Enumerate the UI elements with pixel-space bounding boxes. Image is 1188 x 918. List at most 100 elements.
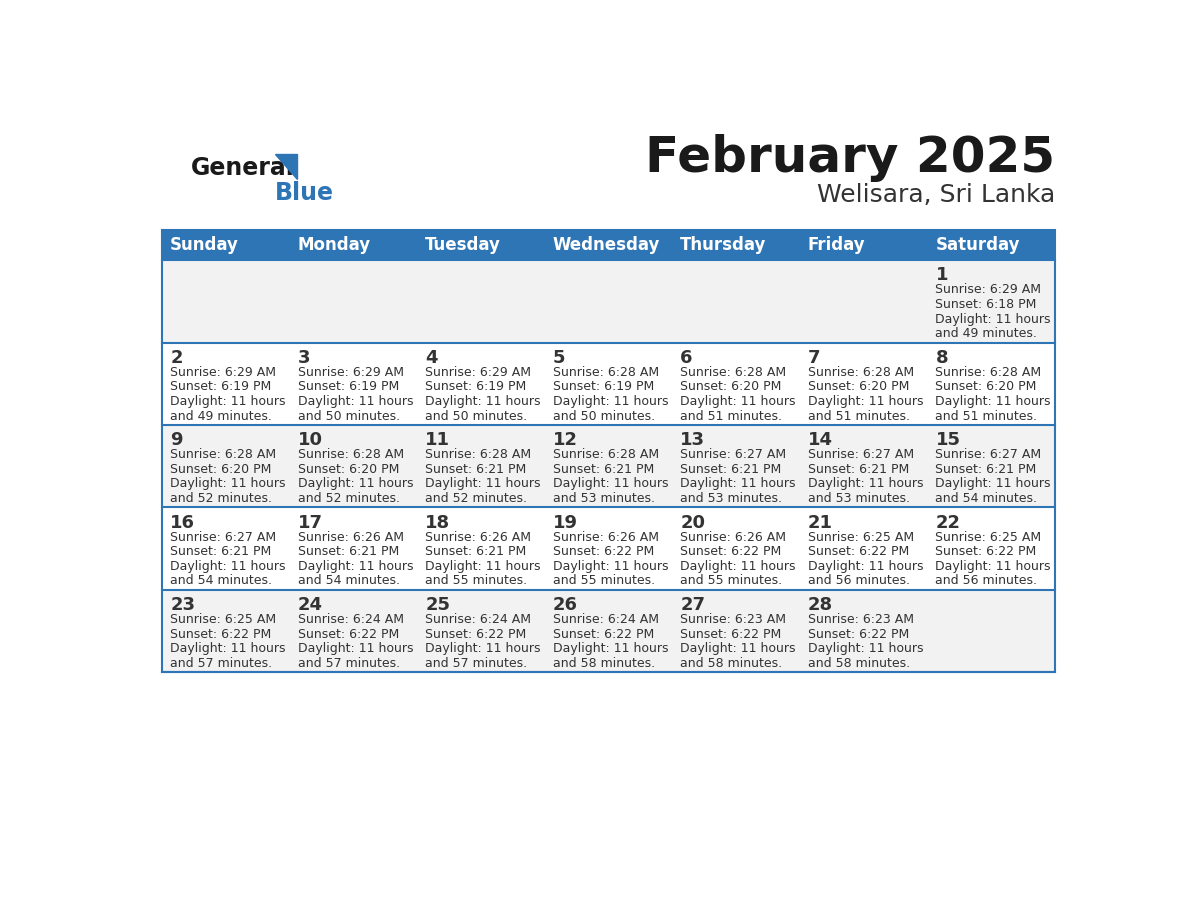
Text: and 58 minutes.: and 58 minutes. xyxy=(681,657,783,670)
Text: Sunset: 6:20 PM: Sunset: 6:20 PM xyxy=(681,380,782,394)
Text: Sunset: 6:22 PM: Sunset: 6:22 PM xyxy=(935,545,1037,558)
Text: and 55 minutes.: and 55 minutes. xyxy=(681,575,783,588)
Text: Sunset: 6:22 PM: Sunset: 6:22 PM xyxy=(552,545,655,558)
Text: Daylight: 11 hours: Daylight: 11 hours xyxy=(552,395,669,409)
Text: Daylight: 11 hours: Daylight: 11 hours xyxy=(425,643,541,655)
Text: Daylight: 11 hours: Daylight: 11 hours xyxy=(681,643,796,655)
Text: Sunrise: 6:25 AM: Sunrise: 6:25 AM xyxy=(935,531,1042,543)
Text: Daylight: 11 hours: Daylight: 11 hours xyxy=(170,643,285,655)
Text: Sunrise: 6:26 AM: Sunrise: 6:26 AM xyxy=(681,531,786,543)
Bar xyxy=(163,230,290,261)
Text: 16: 16 xyxy=(170,514,195,532)
Text: Sunset: 6:19 PM: Sunset: 6:19 PM xyxy=(170,380,271,394)
Text: Sunset: 6:22 PM: Sunset: 6:22 PM xyxy=(681,545,782,558)
Text: 20: 20 xyxy=(681,514,706,532)
Text: 2: 2 xyxy=(170,349,183,367)
Text: Sunset: 6:22 PM: Sunset: 6:22 PM xyxy=(552,628,655,641)
Text: 7: 7 xyxy=(808,349,821,367)
Text: Tuesday: Tuesday xyxy=(425,236,501,254)
Text: Sunset: 6:21 PM: Sunset: 6:21 PM xyxy=(298,545,399,558)
Text: and 54 minutes.: and 54 minutes. xyxy=(170,575,272,588)
Text: Daylight: 11 hours: Daylight: 11 hours xyxy=(298,477,413,490)
Text: Daylight: 11 hours: Daylight: 11 hours xyxy=(298,395,413,409)
Text: Sunrise: 6:23 AM: Sunrise: 6:23 AM xyxy=(808,613,914,626)
Text: and 52 minutes.: and 52 minutes. xyxy=(170,492,272,505)
Bar xyxy=(163,508,1055,590)
Bar xyxy=(928,230,1055,261)
Bar xyxy=(545,230,672,261)
Text: Sunrise: 6:25 AM: Sunrise: 6:25 AM xyxy=(170,613,277,626)
Text: 22: 22 xyxy=(935,514,960,532)
Text: Sunset: 6:22 PM: Sunset: 6:22 PM xyxy=(298,628,399,641)
Text: Daylight: 11 hours: Daylight: 11 hours xyxy=(935,560,1051,573)
Text: 25: 25 xyxy=(425,596,450,614)
Text: 17: 17 xyxy=(298,514,323,532)
Text: and 50 minutes.: and 50 minutes. xyxy=(298,409,400,422)
Text: Sunset: 6:21 PM: Sunset: 6:21 PM xyxy=(425,463,526,476)
Text: Sunset: 6:22 PM: Sunset: 6:22 PM xyxy=(425,628,526,641)
Text: Sunset: 6:21 PM: Sunset: 6:21 PM xyxy=(808,463,909,476)
Text: Sunset: 6:19 PM: Sunset: 6:19 PM xyxy=(552,380,655,394)
Text: Sunset: 6:21 PM: Sunset: 6:21 PM xyxy=(425,545,526,558)
Bar xyxy=(163,425,1055,508)
Text: 9: 9 xyxy=(170,431,183,449)
Bar xyxy=(290,230,417,261)
Text: Sunset: 6:22 PM: Sunset: 6:22 PM xyxy=(808,545,909,558)
Text: and 52 minutes.: and 52 minutes. xyxy=(298,492,399,505)
Text: Sunrise: 6:26 AM: Sunrise: 6:26 AM xyxy=(425,531,531,543)
Text: Sunset: 6:20 PM: Sunset: 6:20 PM xyxy=(808,380,909,394)
Text: Sunrise: 6:28 AM: Sunrise: 6:28 AM xyxy=(552,448,659,461)
Text: and 53 minutes.: and 53 minutes. xyxy=(681,492,783,505)
Bar xyxy=(801,230,928,261)
Text: Sunrise: 6:28 AM: Sunrise: 6:28 AM xyxy=(170,448,277,461)
Text: 11: 11 xyxy=(425,431,450,449)
Text: and 54 minutes.: and 54 minutes. xyxy=(298,575,399,588)
Text: Sunrise: 6:23 AM: Sunrise: 6:23 AM xyxy=(681,613,786,626)
Polygon shape xyxy=(274,154,297,179)
Text: Daylight: 11 hours: Daylight: 11 hours xyxy=(425,395,541,409)
Text: and 55 minutes.: and 55 minutes. xyxy=(552,575,655,588)
Text: Daylight: 11 hours: Daylight: 11 hours xyxy=(298,560,413,573)
Text: Sunrise: 6:28 AM: Sunrise: 6:28 AM xyxy=(425,448,531,461)
Text: 21: 21 xyxy=(808,514,833,532)
Text: and 51 minutes.: and 51 minutes. xyxy=(808,409,910,422)
Text: 28: 28 xyxy=(808,596,833,614)
Text: and 58 minutes.: and 58 minutes. xyxy=(808,657,910,670)
Text: Wednesday: Wednesday xyxy=(552,236,661,254)
Bar xyxy=(163,230,1055,672)
Text: Sunrise: 6:25 AM: Sunrise: 6:25 AM xyxy=(808,531,914,543)
Text: 4: 4 xyxy=(425,349,438,367)
Text: Daylight: 11 hours: Daylight: 11 hours xyxy=(681,560,796,573)
Text: Sunrise: 6:29 AM: Sunrise: 6:29 AM xyxy=(935,284,1042,297)
Text: Thursday: Thursday xyxy=(681,236,766,254)
Text: Sunrise: 6:24 AM: Sunrise: 6:24 AM xyxy=(298,613,404,626)
Text: and 50 minutes.: and 50 minutes. xyxy=(425,409,527,422)
Text: and 58 minutes.: and 58 minutes. xyxy=(552,657,655,670)
Text: Welisara, Sri Lanka: Welisara, Sri Lanka xyxy=(817,183,1055,207)
Text: Daylight: 11 hours: Daylight: 11 hours xyxy=(552,477,669,490)
Text: Daylight: 11 hours: Daylight: 11 hours xyxy=(681,395,796,409)
Text: 8: 8 xyxy=(935,349,948,367)
Text: and 55 minutes.: and 55 minutes. xyxy=(425,575,527,588)
Text: and 49 minutes.: and 49 minutes. xyxy=(170,409,272,422)
Text: 24: 24 xyxy=(298,596,323,614)
Text: Daylight: 11 hours: Daylight: 11 hours xyxy=(170,395,285,409)
Text: Sunrise: 6:27 AM: Sunrise: 6:27 AM xyxy=(170,531,277,543)
Text: Sunset: 6:22 PM: Sunset: 6:22 PM xyxy=(170,628,271,641)
Text: 13: 13 xyxy=(681,431,706,449)
Text: and 57 minutes.: and 57 minutes. xyxy=(298,657,400,670)
Text: Sunrise: 6:26 AM: Sunrise: 6:26 AM xyxy=(298,531,404,543)
Text: Sunset: 6:20 PM: Sunset: 6:20 PM xyxy=(170,463,272,476)
Text: Sunset: 6:21 PM: Sunset: 6:21 PM xyxy=(552,463,655,476)
Text: Sunrise: 6:28 AM: Sunrise: 6:28 AM xyxy=(808,365,914,379)
Text: 5: 5 xyxy=(552,349,565,367)
Text: Monday: Monday xyxy=(298,236,371,254)
Text: Daylight: 11 hours: Daylight: 11 hours xyxy=(808,477,923,490)
Text: and 56 minutes.: and 56 minutes. xyxy=(935,575,1037,588)
Text: Sunrise: 6:24 AM: Sunrise: 6:24 AM xyxy=(552,613,659,626)
Text: and 53 minutes.: and 53 minutes. xyxy=(808,492,910,505)
Text: Sunset: 6:19 PM: Sunset: 6:19 PM xyxy=(298,380,399,394)
Text: Daylight: 11 hours: Daylight: 11 hours xyxy=(935,477,1051,490)
Text: Sunset: 6:19 PM: Sunset: 6:19 PM xyxy=(425,380,526,394)
Text: and 53 minutes.: and 53 minutes. xyxy=(552,492,655,505)
